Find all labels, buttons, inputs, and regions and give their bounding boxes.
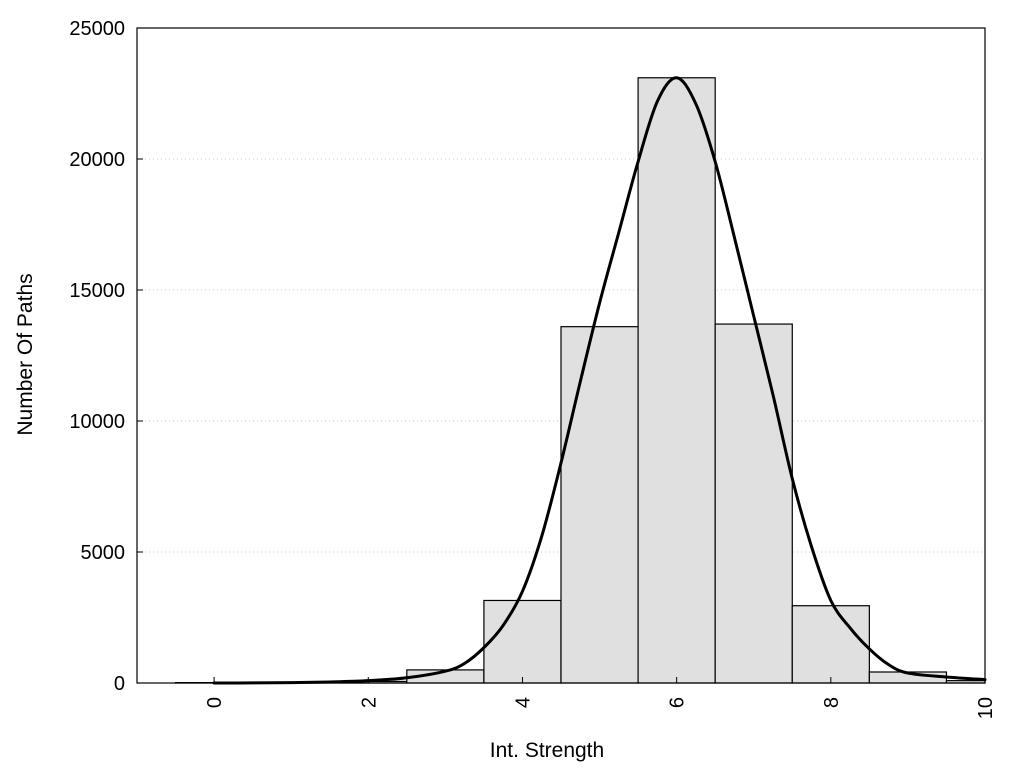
x-axis-ticks: 0 2 4 6 8 10 — [204, 677, 997, 719]
histogram-bar — [560, 326, 639, 684]
x-tick-label: 6 — [667, 697, 689, 708]
fit-curve-layer — [212, 76, 987, 685]
y-tick-label: 20000 — [69, 149, 125, 171]
x-tick-label: 8 — [821, 697, 843, 708]
histogram-bar — [637, 77, 716, 684]
fit-curve — [212, 76, 987, 685]
x-axis-title: Int. Strength — [490, 739, 604, 762]
y-axis-title: Number Of Paths — [14, 273, 37, 435]
histogram-bar — [714, 323, 793, 684]
y-tick-label: 5000 — [81, 542, 126, 564]
y-axis-ticks: 0 5000 10000 15000 20000 25000 — [69, 18, 143, 695]
x-tick-label: 0 — [204, 697, 226, 708]
x-tick-label: 10 — [975, 697, 997, 719]
plot-frame — [136, 27, 986, 684]
x-tick-label: 2 — [358, 697, 380, 708]
y-tick-label: 15000 — [69, 280, 125, 302]
y-tick-label: 10000 — [69, 411, 125, 433]
y-tick-label: 0 — [114, 673, 125, 695]
histogram-bars — [174, 77, 986, 684]
histogram-bar — [791, 605, 870, 684]
y-tick-label: 25000 — [69, 18, 125, 40]
x-tick-label: 4 — [512, 697, 534, 708]
histogram-bar — [483, 599, 562, 684]
